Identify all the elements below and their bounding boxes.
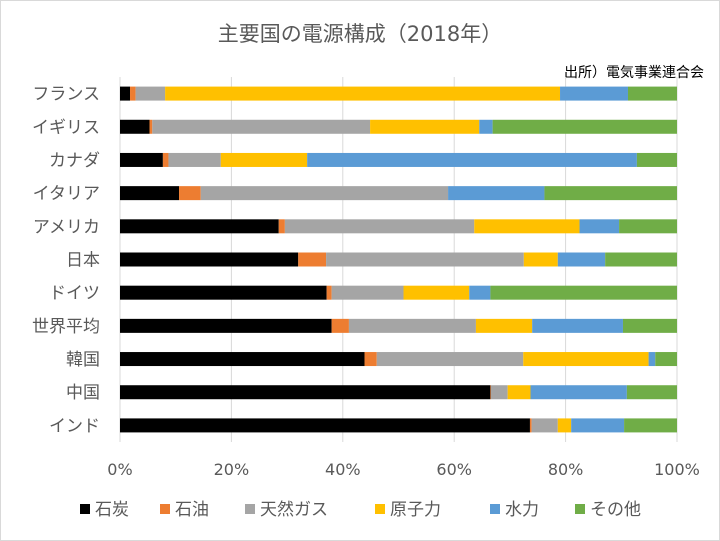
bar-segment-1 [364,352,377,367]
bar-segment-0 [120,119,150,134]
bar-segment-4 [571,418,625,433]
bar-segment-3 [474,219,580,234]
bar-segment-5 [636,152,677,167]
legend-label: 天然ガス [260,500,328,520]
bar-segment-1 [490,385,491,400]
bar-segment-5 [624,418,677,433]
legend-swatch [160,504,170,514]
bar-segment-0 [120,318,332,333]
bar-segment-2 [168,152,221,167]
bar-segment-3 [523,352,649,367]
bar-segment-0 [120,86,131,101]
x-tick-label: 0% [107,460,132,479]
category-label: イギリス [32,118,100,138]
bar-segment-2 [490,385,508,400]
bar-segment-2 [284,219,475,234]
bar-segment-5 [655,352,677,367]
bar-segment-5 [619,219,677,234]
bar-segment-1 [331,318,349,333]
bar-segment-2 [331,285,404,300]
bar-segment-3 [220,152,308,167]
bar-segment-3 [523,252,558,267]
bar-segment-1 [529,418,532,433]
source-note: 出所）電気事業連合会 [564,65,704,81]
bar-segment-0 [120,219,279,234]
bar-segment-0 [120,418,530,433]
x-tick-label: 80% [548,460,584,479]
bar-segment-1 [149,119,153,134]
bar-segment-2 [152,119,371,134]
bar-segment-0 [120,352,365,367]
category-label: 日本 [66,251,100,271]
legend-label: その他 [590,500,641,520]
bar-segment-2 [376,352,524,367]
legend-swatch [245,504,255,514]
bar-segment-2 [135,86,166,101]
bar-segment-5 [626,385,677,400]
category-label: ドイツ [49,284,100,304]
bar-segment-1 [278,219,285,234]
bar-segment-4 [532,318,623,333]
bar-segment-4 [448,186,545,201]
bar-segment-1 [179,186,201,201]
bar-segment-4 [479,119,493,134]
bar-segment-0 [120,385,491,400]
bar-segment-3 [403,285,470,300]
bar-segment-5 [605,252,677,267]
bar-segment-2 [348,318,476,333]
category-label: 中国 [66,383,100,403]
bar-segment-4 [307,152,637,167]
legend-swatch [375,504,385,514]
bar-segment-3 [507,385,531,400]
bar-segment-5 [627,86,677,101]
bar-segment-3 [165,86,561,101]
bar-segment-1 [298,252,327,267]
legend-swatch [490,504,500,514]
chart-title: 主要国の電源構成（2018年） [217,22,503,46]
legend-label: 石炭 [95,500,129,520]
legend-label: 水力 [505,500,539,520]
category-label: 世界平均 [32,317,100,337]
bar-segment-3 [557,418,572,433]
legend-swatch [80,504,90,514]
x-tick-label: 40% [325,460,361,479]
category-label: フランス [32,85,100,105]
bar-segment-3 [475,318,533,333]
category-label: イタリア [33,184,100,204]
bar-segment-5 [492,119,677,134]
bar-segment-1 [162,152,169,167]
x-tick-label: 60% [436,460,472,479]
bar-segment-4 [648,352,656,367]
bar-segment-4 [530,385,627,400]
bar-segment-1 [326,285,332,300]
bar-segment-2 [200,186,449,201]
category-label: 韓国 [66,350,100,370]
legend-label: 原子力 [390,500,441,520]
bar-segment-3 [370,119,480,134]
bar-segment-4 [560,86,628,101]
bar-segment-5 [544,186,677,201]
x-tick-label: 20% [214,460,250,479]
legend-swatch [575,504,585,514]
bar-segment-2 [326,252,524,267]
bar-segment-0 [120,285,327,300]
legend-label: 石油 [175,500,209,520]
bar-segment-5 [490,285,677,300]
bar-segment-1 [130,86,136,101]
category-label: インド [49,416,100,436]
bar-segment-5 [622,318,677,333]
bar-segment-0 [120,252,299,267]
category-label: カナダ [49,151,100,171]
bar-segment-4 [469,285,491,300]
bar-segment-4 [557,252,606,267]
bar-segment-4 [579,219,620,234]
bar-segment-2 [531,418,558,433]
x-tick-label: 100% [654,460,700,479]
category-label: アメリカ [33,217,100,237]
bar-segment-0 [120,152,163,167]
bar-segment-0 [120,186,180,201]
